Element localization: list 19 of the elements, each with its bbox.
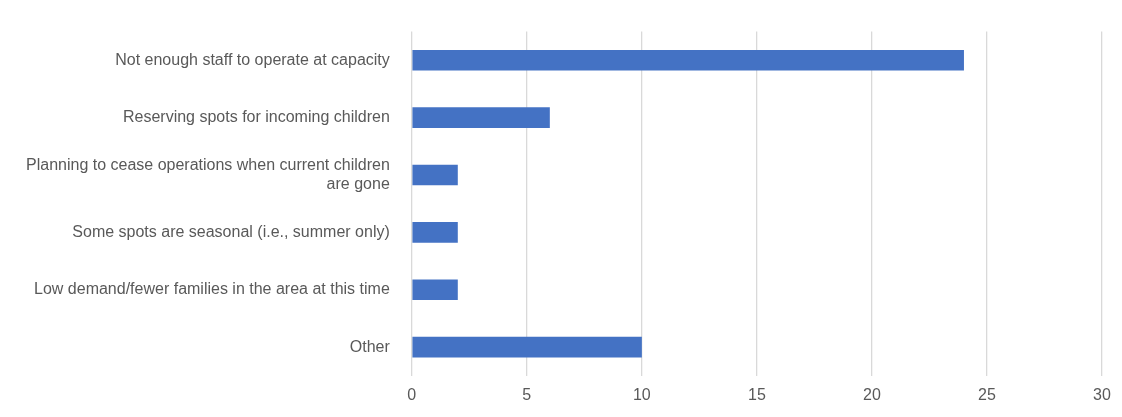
bar [412, 336, 642, 358]
y-tick-label: Low demand/fewer families in the area at this time [34, 280, 390, 298]
bar [412, 222, 458, 243]
y-tick-label: Some spots are seasonal (i.e., summer only) [72, 222, 390, 240]
x-tick-label: 0 [407, 385, 417, 403]
bar [412, 107, 550, 128]
x-tick-label: 15 [747, 385, 766, 403]
y-tick-label: Planning to cease operations when current children are gone [26, 155, 390, 193]
x-tick-label: 10 [632, 385, 651, 403]
x-tick-label: 20 [863, 385, 881, 403]
x-tick-label: 25 [978, 385, 996, 403]
y-tick-label: Reserving spots for incoming children [122, 108, 390, 126]
x-tick-label: 30 [1093, 385, 1111, 403]
bar [412, 164, 458, 186]
y-tick-label: Not enough staff to operate at capacity [115, 50, 390, 68]
bar [412, 49, 964, 71]
y-tick-label: Other [349, 337, 391, 355]
x-tick-label: 5 [522, 385, 532, 403]
bar [412, 279, 458, 301]
